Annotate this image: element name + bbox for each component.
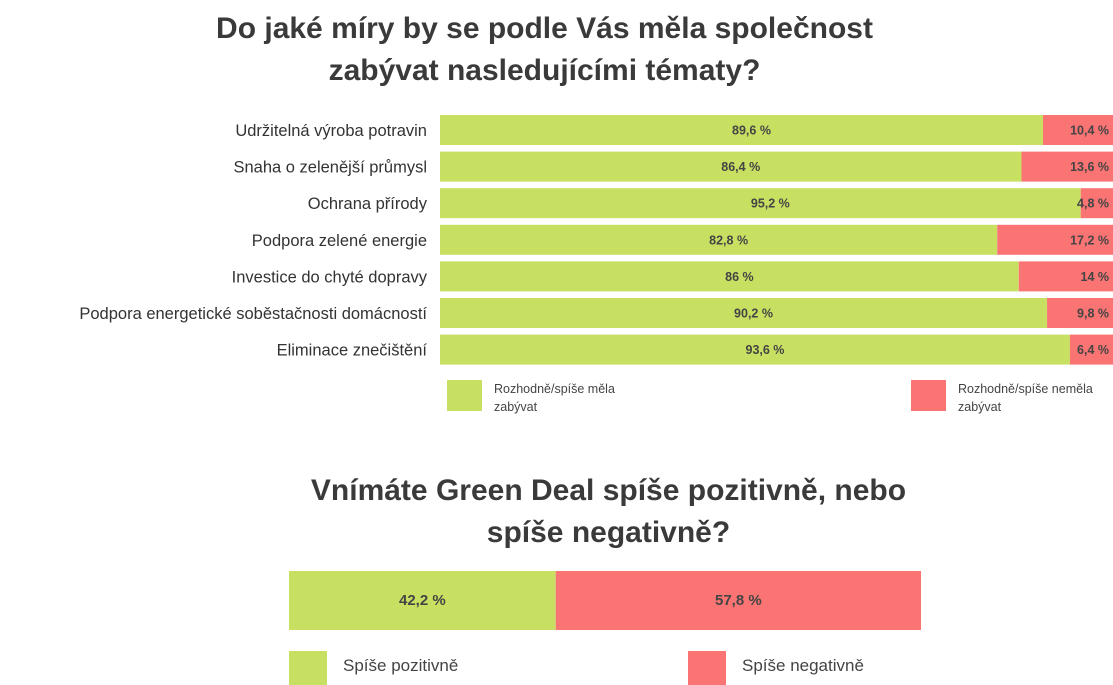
data-label-negative: 10,4 % xyxy=(1070,124,1109,138)
category-label: Podpora energetické soběstačnosti domácn… xyxy=(79,305,427,323)
chart1-title: Do jaké míry by se podle Vás měla společ… xyxy=(0,8,1101,92)
bar-positive xyxy=(440,298,1048,328)
bar-positive xyxy=(440,224,998,255)
legend2-swatch-negative xyxy=(688,651,726,685)
legend-label-positive: Rozhodně/spíše měla zabývat xyxy=(494,382,615,414)
category-label: Snaha o zelenější průmysl xyxy=(233,159,427,177)
chart2-title-line2: spíše negativně? xyxy=(486,516,731,549)
legend2-item-positive: Spíše pozitivně xyxy=(289,651,458,685)
bar-negative xyxy=(1043,115,1113,145)
data-label-positive: 95,2 % xyxy=(751,197,790,211)
bar-negative xyxy=(1018,261,1113,292)
bar-negative xyxy=(997,224,1113,255)
data-label-negative: 17,2 % xyxy=(1070,233,1109,247)
chart2-title-line1: Vnímáte Green Deal spíše pozitivně, nebo xyxy=(310,474,907,507)
bar-positive xyxy=(440,261,1019,292)
category-label: Investice do chyté dopravy xyxy=(232,268,428,286)
bar-negative xyxy=(1069,334,1113,365)
legend-swatch-positive xyxy=(447,380,482,411)
bar-positive xyxy=(440,151,1022,182)
chart2-title: Vnímáte Green Deal spíše pozitivně, nebo… xyxy=(52,470,1113,554)
data-label-positive: 89,6 % xyxy=(732,124,771,138)
category-label: Podpora zelené energie xyxy=(252,232,427,250)
data-label-positive: 86 % xyxy=(725,270,754,284)
bar-negative xyxy=(1047,298,1113,328)
category-label: Udržitelná výroba potravin xyxy=(235,122,427,140)
data-label-positive: 82,8 % xyxy=(709,233,748,247)
bar-negative xyxy=(1080,188,1113,219)
legend-item-positive: Rozhodně/spíše měla zabývat xyxy=(447,380,644,416)
stacked-bar-chart-topics: 89,6 % 10,4 % Udržitelná výroba potravin 86… xyxy=(79,115,1113,365)
category-label: Ochrana přírody xyxy=(308,195,428,213)
data-label-negative: 4,8 % xyxy=(1077,197,1109,211)
data-label-positive: 42,2 % xyxy=(399,592,446,609)
bar-positive xyxy=(289,571,556,630)
bar-negative xyxy=(555,571,921,630)
chart1-title-line1: Do jaké míry by se podle Vás měla společ… xyxy=(216,12,873,45)
data-label-positive: 93,6 % xyxy=(746,343,785,357)
legend-swatch-negative xyxy=(911,380,946,411)
bar-negative xyxy=(1021,151,1113,182)
bar-positive xyxy=(440,115,1044,145)
legend-item-negative: Rozhodně/spíše neměla zabývat xyxy=(911,380,1108,416)
category-label: Eliminace znečištění xyxy=(277,342,428,360)
bar-positive xyxy=(440,188,1081,219)
legend2-swatch-positive xyxy=(289,651,327,685)
bar-positive xyxy=(440,334,1070,365)
legend2-label-negative: Spíše negativně xyxy=(742,656,864,675)
legend2-item-negative: Spíše negativně xyxy=(688,651,864,685)
chart1-title-line2: zabývat nasledujícími tématy? xyxy=(328,54,761,87)
legend2-label-positive: Spíše pozitivně xyxy=(343,656,459,675)
data-label-positive: 90,2 % xyxy=(734,307,773,321)
data-label-negative: 9,8 % xyxy=(1077,307,1109,321)
data-label-negative: 6,4 % xyxy=(1077,343,1109,357)
data-label-negative: 57,8 % xyxy=(715,592,762,609)
data-label-negative: 14 % xyxy=(1081,270,1110,284)
data-label-negative: 13,6 % xyxy=(1070,160,1109,174)
legend-label-negative: Rozhodně/spíše neměla zabývat xyxy=(958,382,1093,414)
data-label-positive: 86,4 % xyxy=(721,160,760,174)
